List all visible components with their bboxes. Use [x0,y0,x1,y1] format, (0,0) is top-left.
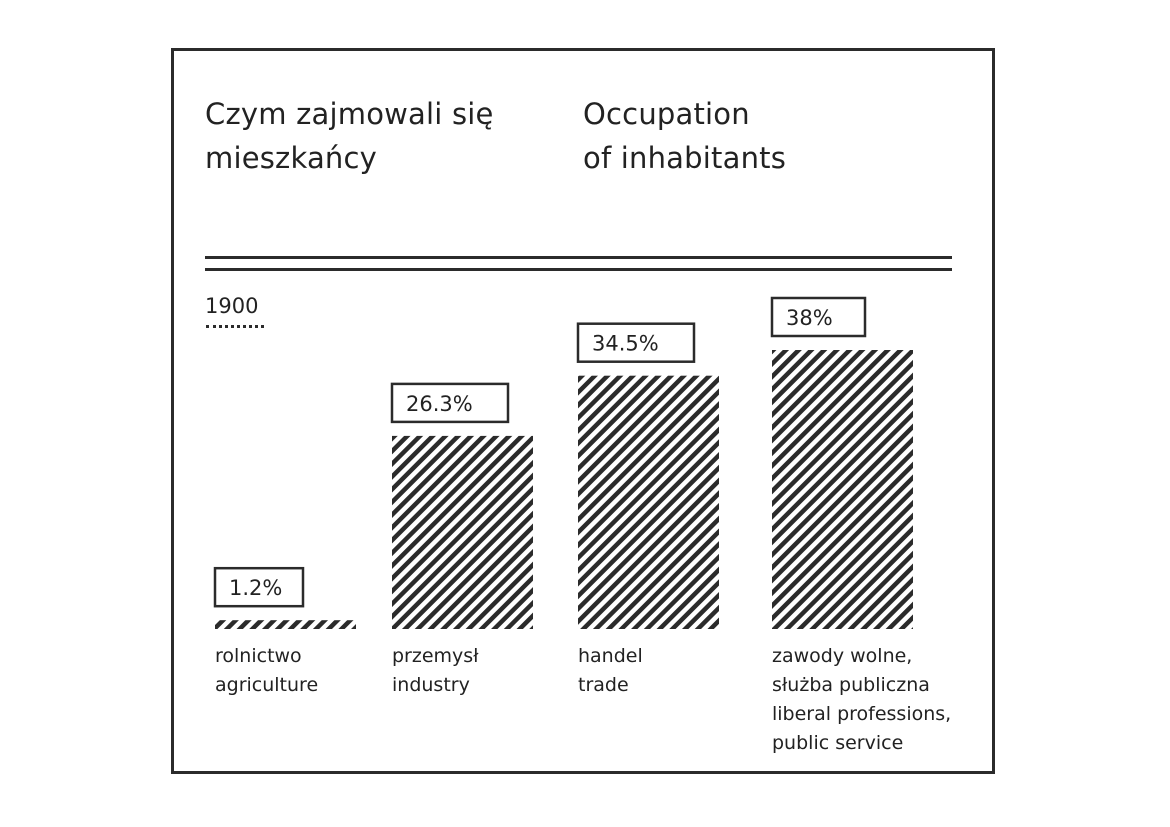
value-label-3: 38% [770,296,867,338]
value-label-text-3: 38% [786,306,833,330]
value-label-0: 1.2% [213,566,305,608]
value-label-text-2: 34.5% [592,332,659,356]
chart-title-polish: Czym zajmowali się mieszkańcy [205,97,494,175]
category-label-1: przemysł industry [392,642,479,700]
value-label-box-2 [576,322,696,363]
value-label-box-3 [770,296,867,338]
value-label-box-1 [390,382,510,424]
category-label-0: rolnictwo agriculture [215,642,318,700]
value-label-2: 34.5% [576,322,696,363]
category-label-line-3-1: służba publiczna [772,674,930,696]
category-label-line-3-2: liberal professions, [772,703,952,725]
bar-1 [392,435,533,629]
value-label-text-0: 1.2% [229,576,282,600]
bar-0 [215,620,356,629]
bars-group [215,350,913,629]
category-label-line-1-1: industry [392,674,470,696]
chart-frame [171,48,995,774]
category-label-line-0-0: rolnictwo [215,645,302,667]
category-label-line-3-3: public service [772,732,904,754]
header-rule-top [205,256,952,259]
category-label-3: zawody wolne, służba publiczna liberal pro… [772,642,951,758]
category-label-line-1-0: przemysł [392,645,479,667]
category-label-line-0-1: agriculture [215,674,319,696]
value-label-1: 26.3% [390,382,510,424]
category-label-2: handel trade [578,642,643,700]
bar-2 [578,375,719,629]
bar-3 [772,350,913,629]
category-label-line-2-1: trade [578,674,629,696]
value-label-text-1: 26.3% [406,392,473,416]
year-dotted-underline [206,325,264,328]
value-labels-group: 1.2% 26.3% 34.5% 38% [213,296,867,608]
header-rule-bottom [205,268,952,271]
year-label: 1900 [205,294,259,318]
category-label-line-2-0: handel [578,645,643,667]
value-label-box-0 [213,566,305,608]
chart-title-english: Occupation of inhabitants [583,97,787,175]
category-label-line-3-0: zawody wolne, [772,645,913,667]
